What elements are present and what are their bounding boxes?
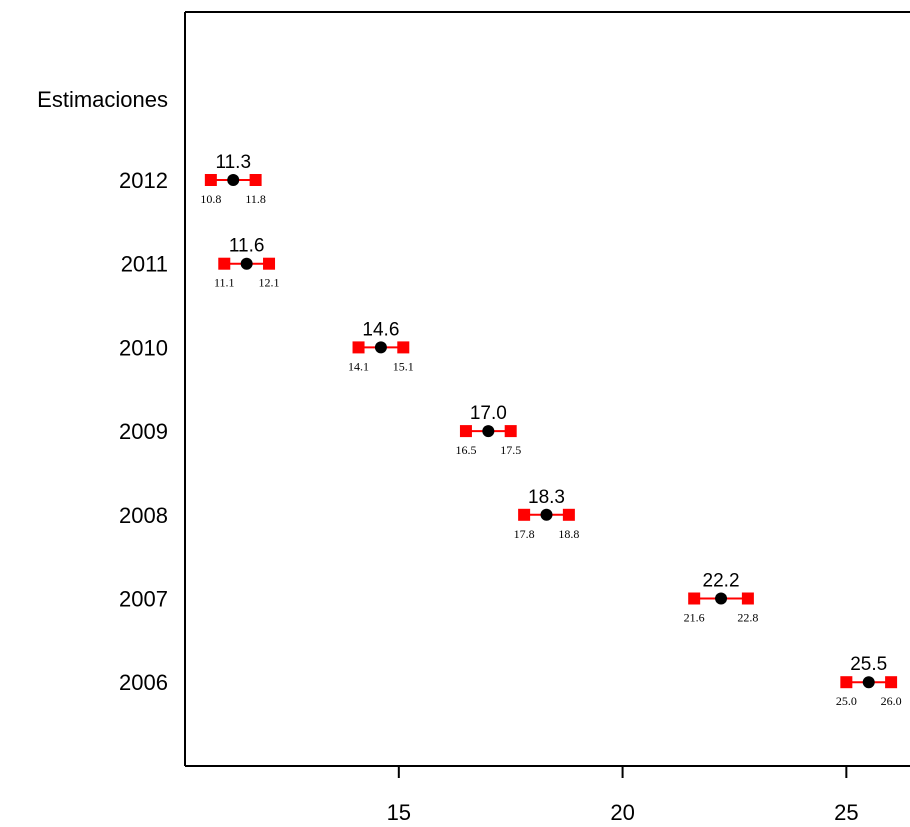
estimate-point: [540, 508, 553, 521]
estimate-point: [715, 592, 728, 605]
lower-bound-label: 11.1: [214, 276, 235, 290]
lower-bound-marker: [352, 341, 365, 354]
upper-bound-marker: [741, 592, 754, 605]
upper-bound-marker: [249, 174, 262, 186]
category-label: 2007: [119, 587, 168, 612]
category-label: 2009: [119, 419, 168, 444]
upper-bound-marker: [504, 425, 517, 438]
category-label: 2011: [121, 252, 168, 277]
upper-bound-marker: [562, 508, 575, 521]
lower-bound-marker: [518, 508, 531, 521]
upper-bound-marker: [263, 257, 276, 270]
upper-bound-label: 11.8: [245, 192, 266, 206]
lower-bound-label: 17.8: [514, 527, 535, 541]
lower-bound-label: 14.1: [348, 359, 369, 373]
lower-bound-marker: [688, 592, 701, 605]
estimate-point: [227, 174, 240, 186]
upper-bound-label: 12.1: [259, 276, 280, 290]
upper-bound-label: 18.8: [558, 527, 579, 541]
lower-bound-label: 10.8: [200, 192, 221, 206]
x-tick-label: 20: [610, 800, 634, 825]
lower-bound-label: 25.0: [836, 694, 857, 708]
lower-bound-label: 16.5: [455, 443, 476, 457]
estimate-point: [374, 341, 387, 354]
lower-bound-marker: [204, 174, 217, 186]
estimate-label: 17.0: [470, 403, 507, 424]
lower-bound-marker: [218, 257, 231, 270]
estimate-point: [862, 676, 875, 689]
estimate-label: 11.3: [215, 152, 251, 173]
lower-bound-label: 21.6: [684, 611, 705, 625]
estimate-label: 25.5: [850, 654, 887, 675]
estimate-label: 22.2: [703, 571, 740, 592]
estimate-label: 18.3: [528, 487, 565, 508]
axes: 15 20 25: [184, 11, 910, 825]
upper-bound-marker: [885, 676, 898, 689]
data-marks: 11.3 10.8 11.8 11.6 11.1 12.1 14.6 14.1 15.1 17.0…: [200, 152, 901, 708]
upper-bound-label: 17.5: [500, 443, 521, 457]
upper-bound-label: 15.1: [393, 359, 414, 373]
category-label: 2008: [119, 503, 168, 528]
x-tick-label: 15: [387, 800, 411, 825]
header-label: Estimaciones: [37, 87, 168, 112]
upper-bound-label: 22.8: [737, 611, 758, 625]
estimate-point: [482, 425, 495, 438]
upper-bound-marker: [397, 341, 410, 354]
estimate-point: [240, 257, 253, 270]
category-label: 2012: [119, 168, 168, 193]
estimate-label: 11.6: [229, 236, 265, 257]
category-labels: 2012 2011 2010 2009 2008 2007 2006: [119, 168, 168, 695]
category-label: 2010: [119, 335, 168, 360]
lower-bound-marker: [840, 676, 853, 689]
lower-bound-marker: [459, 425, 472, 438]
estimate-label: 14.6: [362, 319, 399, 340]
x-tick-label: 25: [834, 800, 858, 825]
category-label: 2006: [119, 670, 168, 695]
upper-bound-label: 26.0: [881, 694, 902, 708]
